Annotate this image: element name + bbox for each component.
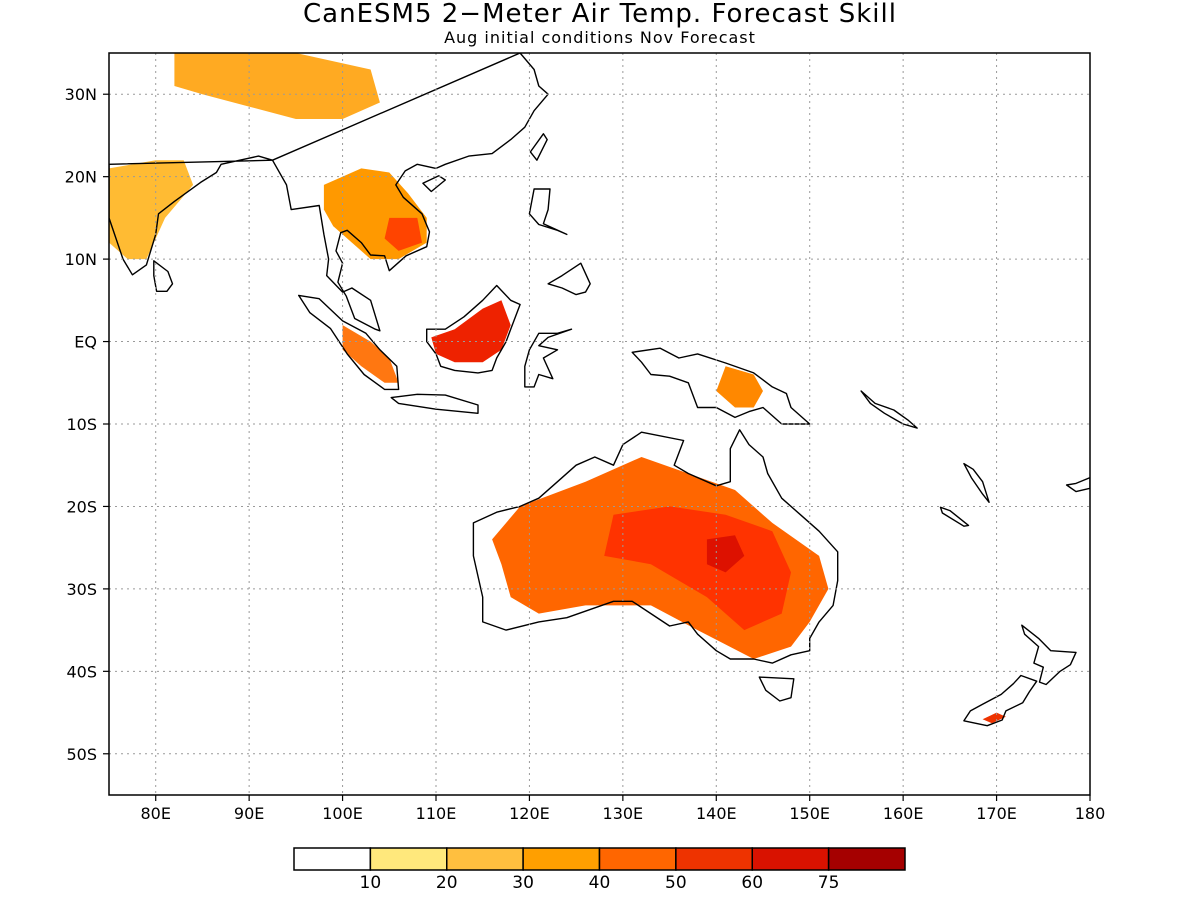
lon-tick-label: 130E xyxy=(603,804,644,823)
colorbar-bin xyxy=(751,847,830,871)
skill-region-indochina-core xyxy=(384,217,422,251)
lat-tick-label: 30N xyxy=(65,85,97,104)
coastline-hainan xyxy=(422,175,446,193)
lat-tick-label: 10S xyxy=(66,415,97,434)
coastline-indochina xyxy=(271,53,549,332)
skill-region-sumatra xyxy=(342,325,399,383)
coastline-new-caledonia xyxy=(939,506,970,527)
colorbar-label: 75 xyxy=(818,873,840,893)
lon-tick-label: 90E xyxy=(234,804,264,823)
skill-region-australia-core xyxy=(604,506,791,631)
coastline-australia xyxy=(472,429,839,664)
skill-region-new-guinea xyxy=(716,366,763,408)
lat-tick-label: 50S xyxy=(66,745,97,764)
lon-tick-label: 140E xyxy=(696,804,737,823)
colorbar-label: 10 xyxy=(360,873,382,893)
lat-tick-label: 30S xyxy=(66,580,97,599)
skill-shading-layer xyxy=(109,53,1006,724)
skill-region-tibet xyxy=(174,53,380,119)
lon-tick-label: 120E xyxy=(509,804,550,823)
coastline-sulawesi xyxy=(524,328,573,388)
lat-tick-label: 40S xyxy=(66,662,97,681)
longitude-axis: 80E 90E 100E 110E 120E 130E 140E 150E 160E 170E 18… xyxy=(140,795,1105,823)
colorbar-label: 60 xyxy=(741,873,763,893)
coastline-java xyxy=(390,393,479,414)
skill-region-new-zealand-south xyxy=(982,712,1006,724)
lat-tick-label: EQ xyxy=(74,333,97,352)
colorbar-bin xyxy=(675,847,753,871)
lon-tick-label: 100E xyxy=(322,804,363,823)
lon-tick-label: 170E xyxy=(976,804,1017,823)
lon-tick-label: 80E xyxy=(140,804,170,823)
colorbar-bin xyxy=(598,847,677,871)
coastline-nz-north xyxy=(1021,624,1077,686)
skill-region-india xyxy=(109,160,194,260)
skill-region-borneo xyxy=(431,300,511,363)
coastline-india xyxy=(109,155,274,276)
lat-tick-label: 20N xyxy=(65,168,97,187)
coastline-tasmania xyxy=(758,676,795,702)
colorbar-bin xyxy=(369,847,448,871)
coastline-fiji xyxy=(1065,476,1090,493)
gridline-layer xyxy=(109,53,1090,795)
lon-tick-label: 180 xyxy=(1075,804,1106,823)
coastline-taiwan xyxy=(529,133,548,161)
coastline-layer xyxy=(109,53,1090,727)
lon-tick-label: 110E xyxy=(416,804,457,823)
map-frame xyxy=(108,52,1091,796)
chart-title: CanESM5 2−Meter Air Temp. Forecast Skill xyxy=(303,0,897,29)
colorbar: 10 20 30 40 50 60 75 xyxy=(293,847,906,893)
coastline-sri-lanka xyxy=(153,260,174,292)
lat-tick-label: 20S xyxy=(66,497,97,516)
lat-tick-label: 10N xyxy=(65,250,97,269)
colorbar-label: 40 xyxy=(589,873,611,893)
coastline-philippines-luzon xyxy=(528,188,568,236)
colorbar-bin xyxy=(293,847,372,871)
latitude-axis: 30N 20N 10N EQ 10S 20S 30S 40S 50S xyxy=(65,85,109,764)
coastline-solomons xyxy=(860,390,918,429)
colorbar-bin xyxy=(522,847,601,871)
coastline-nz-south xyxy=(963,674,1038,727)
lon-tick-label: 150E xyxy=(789,804,830,823)
colorbar-label: 50 xyxy=(665,873,687,893)
colorbar-label: 30 xyxy=(512,873,534,893)
coastline-vanuatu xyxy=(963,462,990,503)
lon-tick-label: 160E xyxy=(883,804,924,823)
colorbar-label: 20 xyxy=(436,873,458,893)
coastline-philippines-mindanao xyxy=(547,262,591,296)
colorbar-bin xyxy=(827,847,906,871)
colorbar-bin xyxy=(446,847,524,871)
coastline-sumatra xyxy=(298,294,400,391)
chart-subtitle: Aug initial conditions Nov Forecast xyxy=(444,28,756,47)
